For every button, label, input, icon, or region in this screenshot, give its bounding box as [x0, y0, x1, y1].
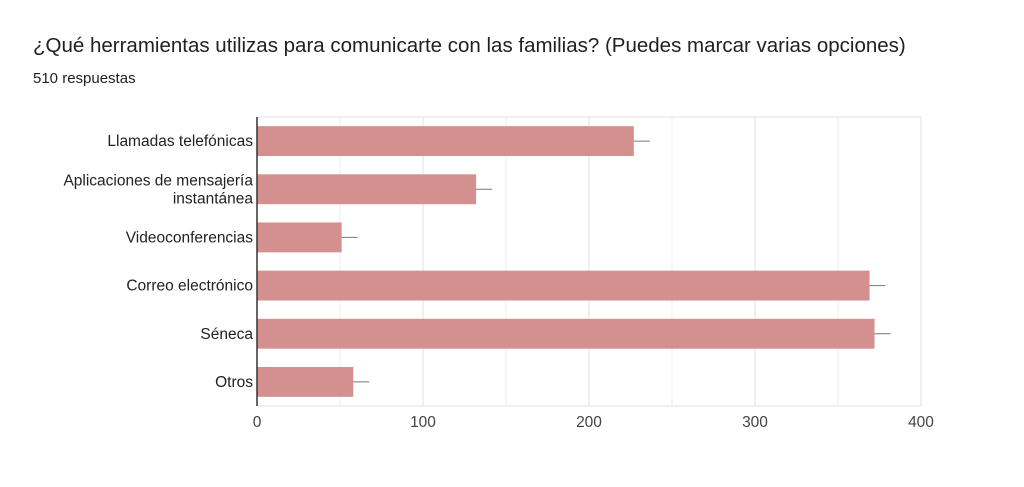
tick-label-layer: 0 100 200 300 400 — [253, 414, 935, 431]
bar-layer — [257, 126, 891, 397]
chart-title: ¿Qué herramientas utilizas para comunica… — [33, 34, 906, 57]
category-label: Llamadas telefónicas — [107, 133, 253, 150]
category-label: Aplicaciones de mensajería — [63, 172, 253, 189]
bar — [257, 366, 354, 397]
category-label: Otros — [215, 374, 253, 391]
x-tick-label: 200 — [576, 414, 602, 431]
x-tick-label: 300 — [742, 414, 768, 431]
bar — [257, 222, 342, 253]
category-label: instantánea — [173, 190, 254, 207]
bar — [257, 174, 477, 205]
bar — [257, 318, 875, 349]
response-count: 510 respuestas — [33, 70, 136, 87]
category-label: Videoconferencias — [126, 229, 253, 246]
x-tick-label: 0 — [253, 414, 262, 431]
category-label: Correo electrónico — [126, 278, 253, 295]
bar — [257, 126, 634, 157]
x-tick-label: 100 — [410, 414, 436, 431]
category-label: Séneca — [200, 326, 253, 343]
bar — [257, 270, 870, 301]
x-tick-label: 400 — [908, 414, 934, 431]
category-label-layer: Llamadas telefónicas Aplicaciones de mens… — [63, 133, 253, 391]
grid-layer — [257, 116, 922, 407]
